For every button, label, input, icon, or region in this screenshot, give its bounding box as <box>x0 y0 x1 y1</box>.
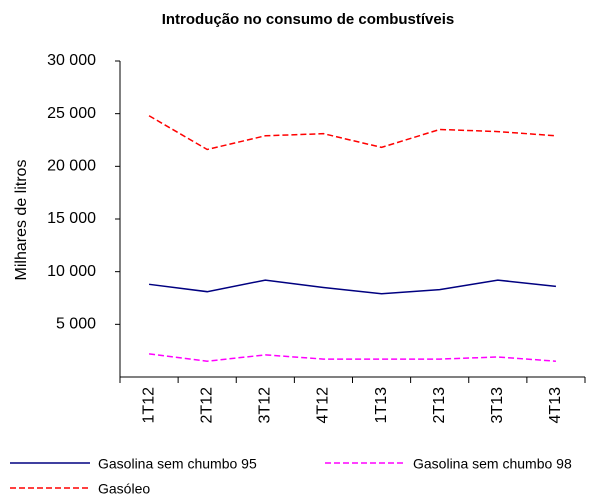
y-tick-label: 10 000 <box>47 263 96 280</box>
series-line <box>148 115 556 151</box>
series-line <box>148 279 557 295</box>
chart-title: Introdução no consumo de combustíveis <box>162 11 455 28</box>
x-tick-label: 3T12 <box>257 387 274 424</box>
y-tick-label: 30 000 <box>47 52 96 69</box>
y-tick-label: 20 000 <box>47 158 96 175</box>
y-tick-label: 25 000 <box>47 105 96 122</box>
x-tick-label: 1T13 <box>373 387 390 424</box>
x-tick-label: 4T13 <box>547 387 564 424</box>
y-axis-label: Milhares de litros <box>13 160 30 281</box>
legend-label: Gasolina sem chumbo 95 <box>98 456 257 472</box>
x-tick-label: 4T12 <box>315 387 332 424</box>
legend-label: Gasolina sem chumbo 98 <box>413 456 572 472</box>
series-line <box>148 353 556 362</box>
legend-label: Gasóleo <box>98 481 150 497</box>
x-tick-label: 2T12 <box>198 387 215 424</box>
x-tick-label: 2T13 <box>431 387 448 424</box>
y-tick-label: 5 000 <box>56 316 96 333</box>
y-tick-label: 15 000 <box>47 210 96 227</box>
x-tick-label: 1T12 <box>140 387 157 424</box>
x-tick-label: 3T13 <box>489 387 506 424</box>
